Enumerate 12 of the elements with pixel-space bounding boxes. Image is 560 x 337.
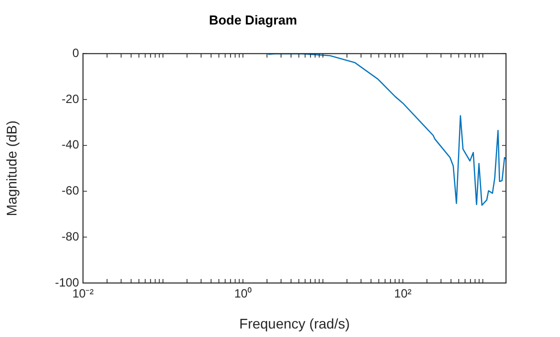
x-tick-label: 10² xyxy=(394,286,412,301)
chart-title: Bode Diagram xyxy=(208,12,298,28)
y-tick-label: -80 xyxy=(62,229,80,244)
x-tick-label: 10⁻² xyxy=(72,286,94,301)
x-tick-label: 10⁰ xyxy=(234,286,252,301)
y-tick-label: -20 xyxy=(62,92,80,106)
y-tick-label: -60 xyxy=(62,184,80,198)
y-tick-label: 0 xyxy=(72,46,80,60)
x-axis-title: Frequency (rad/s) xyxy=(239,315,350,332)
y-tick-label: -40 xyxy=(62,138,80,152)
y-axis-title: Magnitude (dB) xyxy=(3,120,20,216)
y-tick-label: -100 xyxy=(54,275,80,290)
